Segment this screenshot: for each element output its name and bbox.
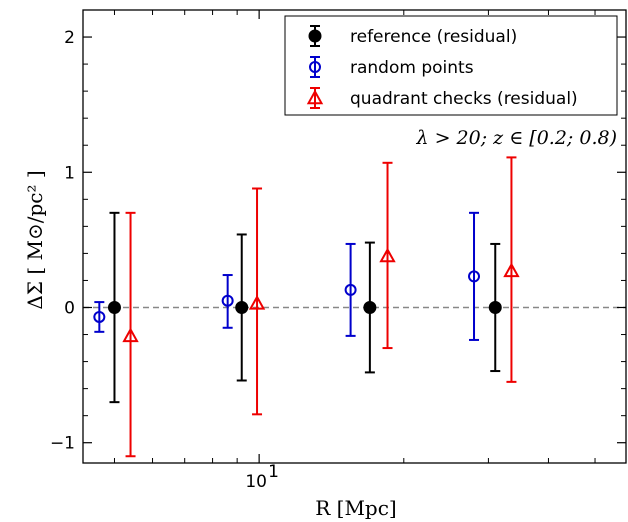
series-2: [93, 211, 481, 341]
series-1: [107, 211, 502, 404]
x-tick-label-exponent: 1: [268, 462, 279, 482]
legend-label: quadrant checks (residual): [350, 89, 578, 109]
data-point: [248, 294, 266, 310]
x-axis-label: R [Mpc]: [315, 496, 397, 520]
legend-label: random points: [350, 58, 474, 78]
y-axis-label: ΔΣ [ M⊙/pc² ]: [23, 170, 47, 309]
series-3: [122, 156, 520, 458]
y-tick-label: 1: [64, 163, 75, 183]
legend-box: [284, 15, 618, 116]
legend-label: reference (residual): [350, 27, 517, 47]
data-point: [503, 262, 520, 278]
y-tick-label: 0: [64, 298, 75, 318]
data-point: [488, 300, 502, 314]
legend-marker: [306, 89, 324, 105]
data-point: [107, 300, 121, 314]
data-point: [221, 294, 234, 307]
x-tick-label: 10: [245, 472, 267, 492]
data-point: [344, 283, 357, 296]
data-point: [93, 310, 106, 323]
legend-marker: [308, 29, 322, 43]
plot-layer: [83, 156, 626, 458]
data-point: [379, 247, 396, 263]
data-point: [363, 300, 377, 314]
legend: reference (residual) random points quadran…: [284, 15, 618, 116]
y-tick-label: 2: [64, 28, 75, 48]
plot-frame: [82, 9, 627, 464]
y-tick-label: −1: [50, 434, 75, 454]
data-point: [122, 327, 139, 343]
data-point: [235, 300, 249, 314]
annotation: λ > 20; z ∈ [0.2; 0.8): [415, 127, 617, 149]
legend-marker: [309, 61, 321, 73]
data-point: [468, 270, 481, 283]
